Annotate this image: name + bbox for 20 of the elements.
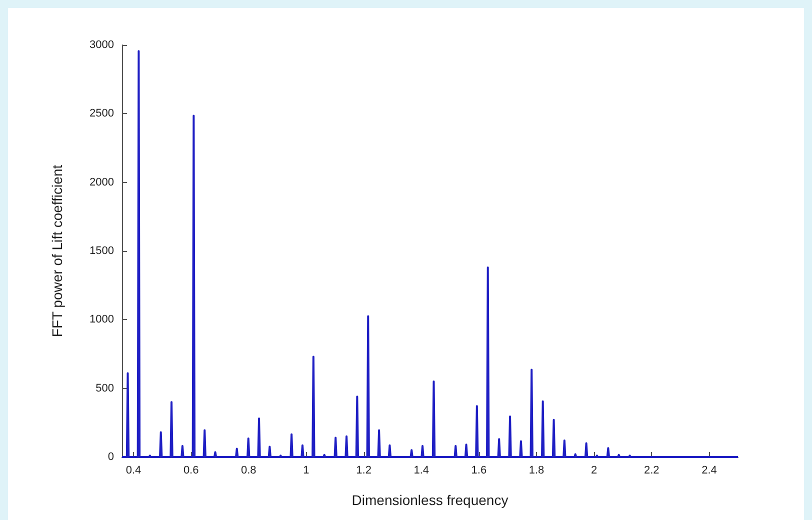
y-tick-label: 1000 (90, 314, 114, 326)
x-tick-label: 1 (303, 464, 310, 476)
y-tick-label: 500 (96, 382, 114, 394)
x-tick-label: 0.4 (126, 464, 142, 476)
x-tick-label: 1.6 (471, 464, 487, 476)
y-tick-label: 2000 (90, 176, 114, 188)
y-tick-label: 0 (108, 451, 114, 463)
y-axis-title: FFT power of Lift coefficient (49, 164, 65, 338)
x-tick-label: 0.8 (241, 464, 256, 476)
y-tick-label: 1500 (90, 245, 114, 257)
x-tick-label: 2.2 (644, 464, 660, 476)
x-tick-label: 0.6 (183, 464, 199, 476)
x-tick-label: 1.4 (414, 464, 430, 476)
x-tick-label: 2.4 (702, 464, 717, 476)
x-tick-label: 1.2 (356, 464, 372, 476)
x-tick-label: 2 (591, 464, 598, 476)
y-tick-label: 2500 (90, 108, 114, 120)
y-tick-label: 3000 (90, 39, 114, 51)
x-tick-label: 1.8 (528, 464, 544, 476)
x-axis-title: Dimensionless frequency (352, 492, 508, 508)
